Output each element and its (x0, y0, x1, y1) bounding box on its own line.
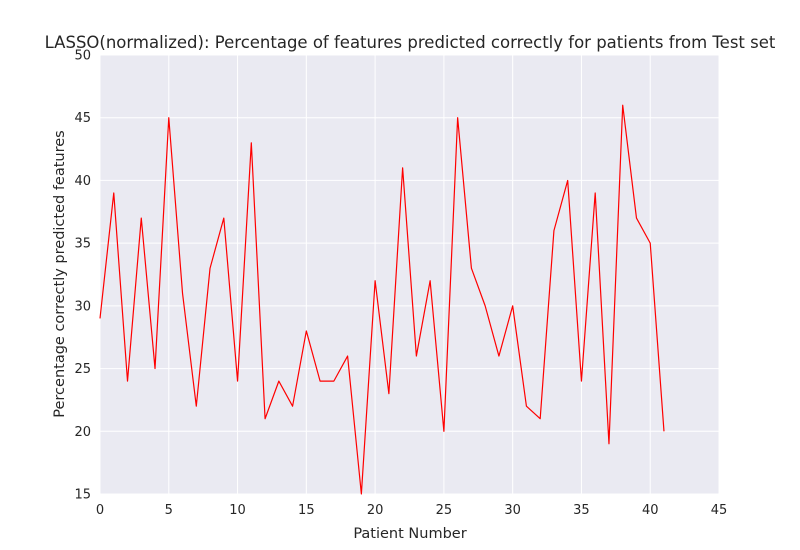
y-axis-ticks: 15 20 25 30 35 40 45 50 (74, 49, 91, 503)
y-axis-label: Percentage correctly predicted features (52, 130, 68, 417)
y-tick-label: 30 (74, 299, 91, 314)
chart-title: LASSO(normalized): Percentage of feature… (45, 33, 776, 52)
x-axis-ticks: 0 5 10 15 20 25 30 35 40 45 (96, 503, 727, 518)
x-tick-label: 35 (573, 503, 590, 518)
x-tick-label: 20 (367, 503, 384, 518)
x-tick-label: 25 (436, 503, 453, 518)
x-tick-label: 10 (229, 503, 246, 518)
y-tick-label: 45 (74, 111, 91, 126)
x-tick-label: 0 (96, 503, 104, 518)
y-tick-label: 50 (74, 49, 91, 64)
data-series (99, 104, 665, 495)
y-tick-label: 25 (74, 362, 91, 377)
x-tick-label: 30 (504, 503, 521, 518)
y-tick-label: 15 (74, 488, 91, 503)
grid-lines (99, 54, 720, 495)
series-line (99, 104, 665, 495)
x-tick-label: 45 (711, 503, 728, 518)
x-tick-label: 40 (642, 503, 659, 518)
x-tick-label: 5 (165, 503, 173, 518)
y-tick-label: 35 (74, 237, 91, 252)
y-tick-label: 20 (74, 425, 91, 440)
plot-area (100, 55, 719, 494)
y-tick-label: 40 (74, 174, 91, 189)
x-tick-label: 15 (298, 503, 315, 518)
x-axis-label: Patient Number (353, 526, 466, 542)
